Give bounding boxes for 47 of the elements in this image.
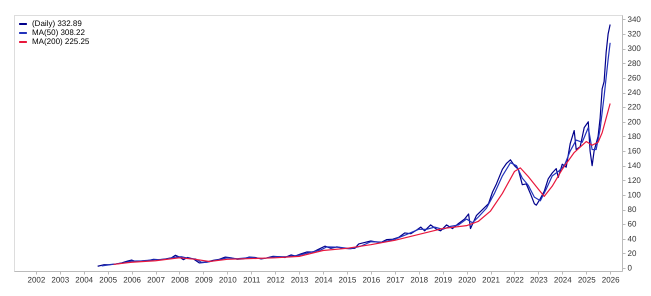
- y-tick-label: 220: [628, 102, 642, 112]
- x-tick-label: 2014: [314, 276, 333, 284]
- x-tick-label: 2023: [530, 276, 548, 284]
- y-tick-label: 160: [628, 146, 642, 156]
- x-tick-label: 2008: [171, 276, 190, 284]
- y-tick-label: 260: [628, 73, 642, 82]
- y-tick-label: 200: [628, 117, 642, 126]
- y-tick-label: 340: [628, 14, 642, 24]
- x-tick-label: 2019: [434, 276, 453, 284]
- y-tick-label: 0: [628, 264, 632, 273]
- x-tick-label: 2013: [290, 276, 310, 284]
- legend-label: MA(200) 225.25: [32, 37, 90, 46]
- x-tick-label: 2010: [218, 276, 238, 284]
- x-tick-label: 2021: [482, 276, 500, 284]
- x-tick-label: 2016: [362, 276, 381, 284]
- x-tick-label: 2003: [51, 276, 70, 284]
- x-tick-label: 2026: [602, 276, 620, 284]
- x-tick-label: 2018: [410, 276, 429, 284]
- y-tick-label: 60: [628, 220, 637, 229]
- y-tick-label: 120: [628, 176, 642, 185]
- x-tick-label: 2006: [123, 276, 142, 284]
- legend-label: (Daily) 332.89: [32, 19, 82, 28]
- x-tick-label: 2025: [578, 276, 596, 284]
- x-tick-label: 2017: [386, 276, 405, 284]
- x-tick-label: 2002: [27, 276, 46, 284]
- x-tick-label: 2020: [458, 276, 476, 284]
- x-tick-label: 2004: [75, 276, 94, 284]
- x-tick-label: 2024: [554, 276, 572, 284]
- x-tick-label: 2012: [266, 276, 286, 284]
- y-tick-label: 140: [628, 161, 642, 170]
- y-tick-label: 100: [628, 190, 642, 200]
- x-tick-label: 2011: [243, 276, 261, 284]
- y-tick-label: 300: [628, 44, 642, 54]
- x-tick-label: 2007: [147, 276, 166, 284]
- line-series: [112, 102, 611, 266]
- y-tick-label: 40: [628, 234, 637, 244]
- y-tick-label: 80: [628, 205, 637, 214]
- legend-label: MA(50) 308.22: [32, 28, 86, 37]
- y-tick-label: 180: [628, 132, 642, 141]
- y-tick-label: 320: [628, 30, 642, 39]
- x-tick-label: 2015: [338, 276, 357, 284]
- x-tick-label: 2005: [99, 276, 118, 284]
- x-tick-label: 2009: [194, 276, 214, 284]
- y-tick-label: 20: [628, 248, 637, 258]
- x-tick-label: 2022: [506, 276, 524, 284]
- y-tick-label: 240: [628, 88, 642, 98]
- y-tick-label: 280: [628, 58, 642, 68]
